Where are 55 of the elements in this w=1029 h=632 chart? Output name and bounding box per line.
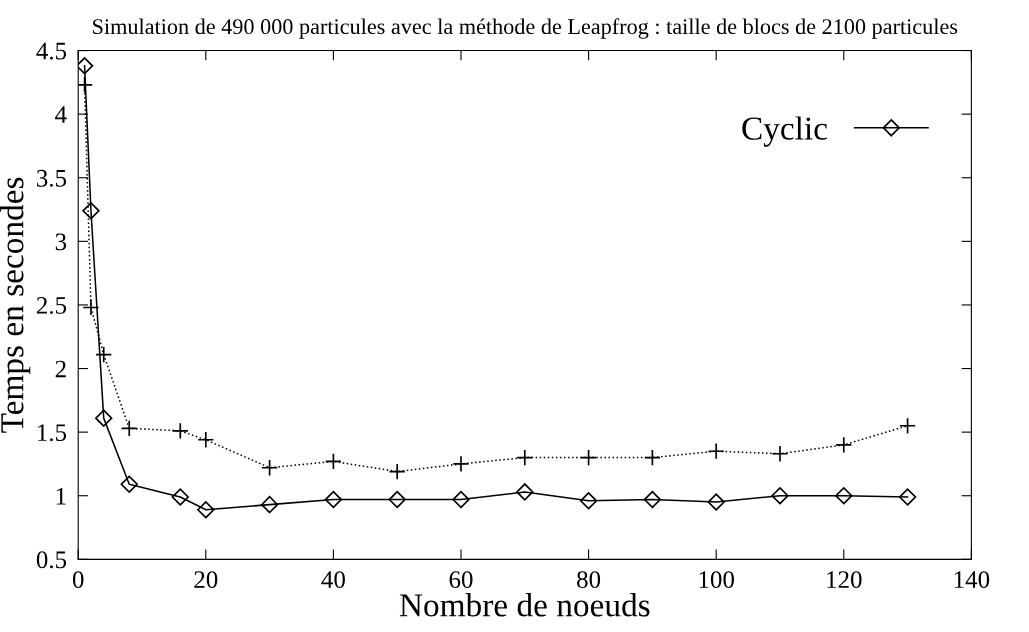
point [388, 490, 406, 509]
y-tick-label: 3 [55, 233, 67, 251]
x-tick-label: 0 [72, 571, 84, 589]
point [707, 442, 725, 460]
x-tick-label: 20 [194, 571, 218, 589]
point [78, 57, 94, 75]
x-tick-label: 100 [699, 571, 734, 589]
y-tick-label: 4.5 [36, 42, 67, 60]
point [95, 346, 113, 364]
point [452, 455, 470, 473]
y-tick-label: 2 [55, 360, 66, 378]
y-tick-label: 0.5 [36, 551, 67, 569]
point [260, 495, 279, 514]
point [516, 449, 534, 467]
point [899, 417, 917, 435]
x-tick-label: 140 [954, 571, 990, 589]
x-tick-label: 60 [449, 571, 473, 589]
point [516, 483, 534, 501]
point [324, 452, 342, 470]
point [771, 445, 789, 463]
point [78, 76, 94, 94]
point [835, 487, 853, 505]
point [898, 488, 917, 506]
point [324, 490, 343, 509]
point [580, 449, 598, 467]
y-tick-label: 4 [55, 106, 67, 123]
point [643, 490, 662, 509]
chart-title: Simulation de 490 000 particules avec la méthode de Leapfrog : taille de blocs de 2100 particules [93, 18, 958, 39]
point [171, 488, 189, 506]
point [771, 487, 789, 505]
point [82, 299, 100, 316]
point [197, 501, 215, 519]
legend-label: Cyclic [742, 116, 827, 147]
point [171, 422, 189, 440]
point [579, 492, 598, 510]
y-tick-label: 1 [56, 487, 66, 505]
point [95, 409, 113, 427]
point [197, 431, 215, 449]
point [835, 436, 853, 454]
y-tick-label: 1.5 [38, 424, 67, 442]
y-tick-label: 3.5 [37, 169, 67, 187]
point [120, 475, 138, 493]
x-tick-label: 80 [577, 571, 601, 589]
y-axis-title: Temps en secondes [0, 177, 31, 433]
point [261, 459, 279, 477]
x-tick-label: 120 [827, 571, 862, 589]
point [452, 490, 470, 509]
point [120, 419, 138, 437]
point [643, 449, 661, 467]
point [707, 493, 725, 511]
x-axis-title: Nombre de noeuds [399, 593, 650, 617]
point [388, 463, 406, 481]
x-tick-label: 40 [321, 571, 345, 589]
point [82, 202, 100, 220]
y-tick-label: 2.5 [36, 297, 67, 314]
